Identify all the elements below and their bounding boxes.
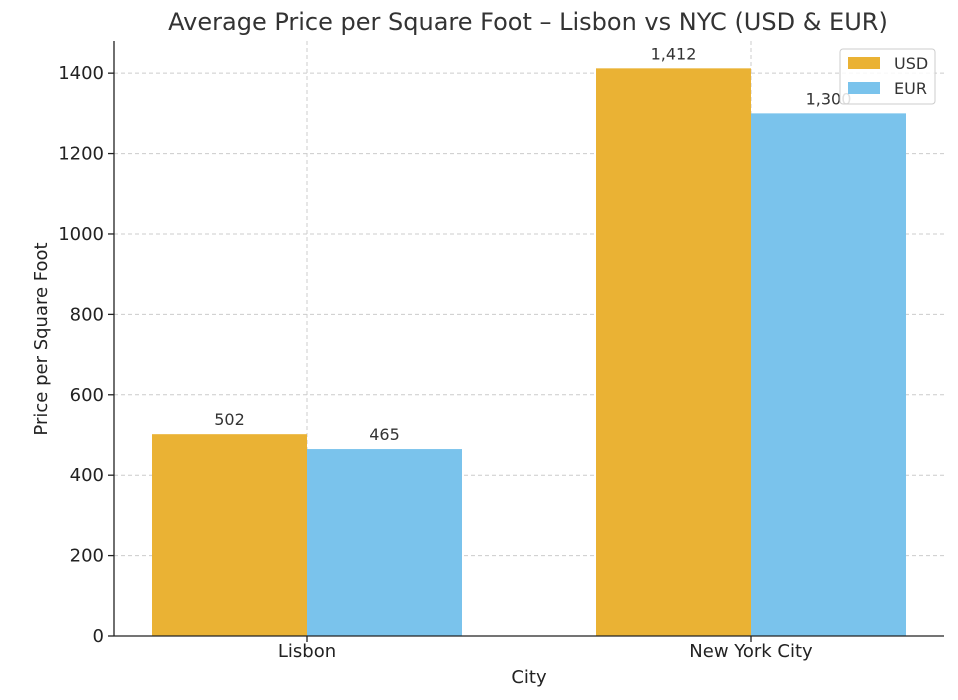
- bars-layer: [152, 68, 906, 637]
- legend-swatch-eur: [848, 82, 880, 94]
- x-axis-label: City: [511, 667, 547, 688]
- bar-eur-lisbon: [307, 449, 462, 636]
- x-tick-label: Lisbon: [278, 641, 336, 662]
- y-tick-label: 600: [70, 385, 104, 406]
- y-tick-label: 1400: [58, 63, 104, 84]
- x-ticks-layer: Lisbon New York City: [278, 636, 813, 662]
- bar-usd-new-york-city: [596, 68, 751, 637]
- data-label: 465: [369, 425, 400, 444]
- x-tick-label: New York City: [689, 641, 813, 662]
- legend-label-eur: EUR: [894, 79, 927, 98]
- data-label: 502: [214, 410, 245, 429]
- y-axis-label: Price per Square Foot: [31, 242, 52, 435]
- y-tick-label: 800: [70, 304, 104, 325]
- y-tick-label: 0: [93, 626, 104, 647]
- bar-eur-new-york-city: [751, 113, 906, 636]
- legend: USD EUR: [839, 48, 936, 105]
- y-tick-label: 200: [70, 546, 104, 567]
- legend-label-usd: USD: [894, 54, 928, 73]
- y-tick-label: 1000: [58, 224, 104, 245]
- y-ticks-layer: 0 200 400 600 800 1000 1200 1400: [58, 63, 114, 647]
- data-label: 1,412: [651, 44, 697, 63]
- bar-usd-lisbon: [152, 434, 307, 636]
- legend-swatch-usd: [848, 57, 880, 69]
- y-tick-label: 400: [70, 465, 104, 486]
- y-tick-label: 1200: [58, 144, 104, 165]
- chart-title: Average Price per Square Foot – Lisbon v…: [168, 8, 888, 36]
